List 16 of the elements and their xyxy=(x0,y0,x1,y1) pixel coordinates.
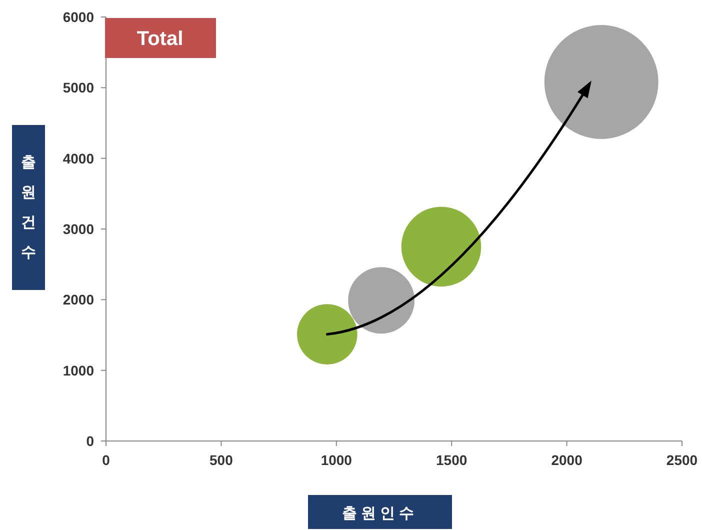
x-tick-label: 1000 xyxy=(320,452,352,468)
y-tick-label: 0 xyxy=(86,433,94,449)
x-tick-label: 2000 xyxy=(551,452,583,468)
x-tick-label: 1500 xyxy=(436,452,468,468)
y-tick-label: 4000 xyxy=(62,150,94,166)
y-tick-label: 2000 xyxy=(62,292,94,308)
y-tick-label: 1000 xyxy=(62,362,94,378)
x-tick-label: 500 xyxy=(210,452,234,468)
x-tick-label: 0 xyxy=(102,452,110,468)
y-axis-title: 출원건수 xyxy=(21,154,36,261)
y-tick-label: 6000 xyxy=(62,9,94,25)
x-tick-label: 2500 xyxy=(666,452,698,468)
y-tick-label: 3000 xyxy=(62,221,94,237)
y-tick-label: 5000 xyxy=(62,80,94,96)
text: Total xyxy=(136,28,184,50)
x-axis-title: 출원인수 xyxy=(342,505,418,522)
